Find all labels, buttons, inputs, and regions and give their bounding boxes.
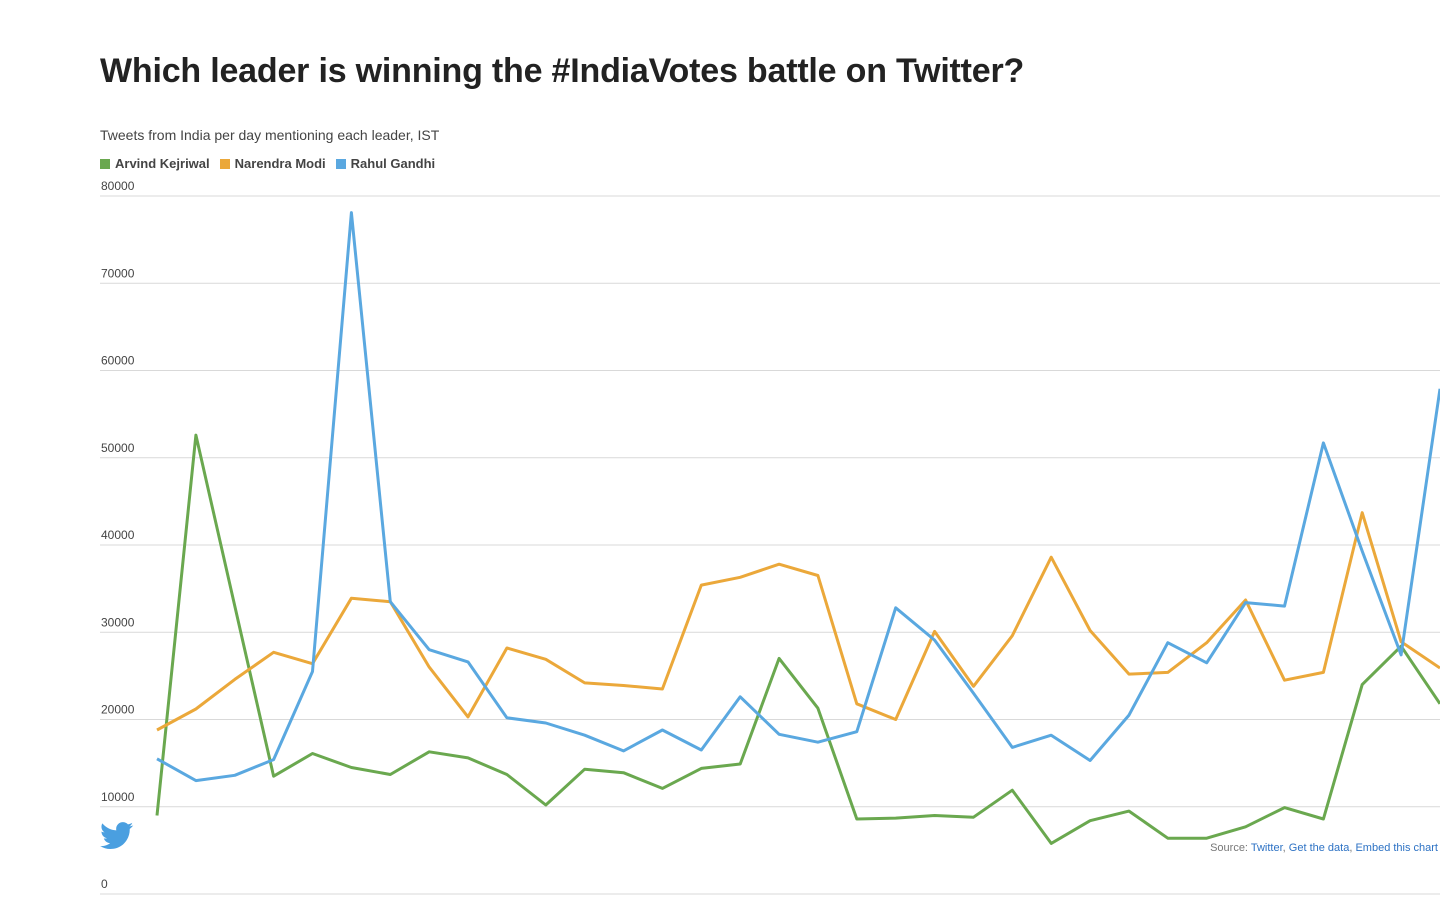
series-line-rahul-gandhi[interactable] [156, 211, 1440, 783]
source-line: Source: Twitter, Get the data, Embed thi… [1210, 842, 1438, 854]
get-the-data-link[interactable]: Get the data [1288, 842, 1350, 854]
y-tick-label: 0 [101, 877, 108, 891]
y-tick-label: 60000 [101, 354, 135, 368]
y-tick-label: 50000 [101, 441, 135, 455]
source-prefix: Source: [1210, 842, 1248, 854]
y-tick-label: 70000 [101, 266, 135, 280]
y-tick-label: 30000 [101, 615, 135, 629]
series-line-narendra-modi[interactable] [156, 511, 1440, 732]
y-tick-label: 10000 [101, 790, 135, 804]
legend-item-modi[interactable]: Narendra Modi [219, 156, 326, 171]
chart-legend: Arvind Kejriwal Narendra Modi Rahul Gand… [100, 156, 435, 171]
y-tick-label: 20000 [101, 703, 135, 717]
legend-swatch-kejriwal [100, 158, 110, 169]
source-link-twitter[interactable]: Twitter [1250, 842, 1283, 854]
legend-label-kejriwal: Arvind Kejriwal [115, 156, 210, 171]
legend-swatch-modi [219, 158, 230, 169]
legend-item-kejriwal[interactable]: Arvind Kejriwal [100, 156, 210, 171]
y-tick-label: 80000 [101, 179, 135, 193]
legend-item-gandhi[interactable]: Rahul Gandhi [335, 156, 436, 171]
twitter-bird-icon [100, 822, 134, 850]
legend-label-gandhi: Rahul Gandhi [350, 156, 436, 171]
y-tick-label: 40000 [101, 528, 135, 542]
legend-swatch-gandhi [335, 158, 346, 169]
chart-subtitle: Tweets from India per day mentioning eac… [100, 127, 440, 143]
series-line-arvind-kejriwal[interactable] [155, 433, 1440, 845]
legend-label-modi: Narendra Modi [234, 156, 326, 171]
chart-title: Which leader is winning the #IndiaVotes … [100, 52, 1025, 90]
embed-chart-link[interactable]: Embed this chart [1355, 842, 1438, 854]
